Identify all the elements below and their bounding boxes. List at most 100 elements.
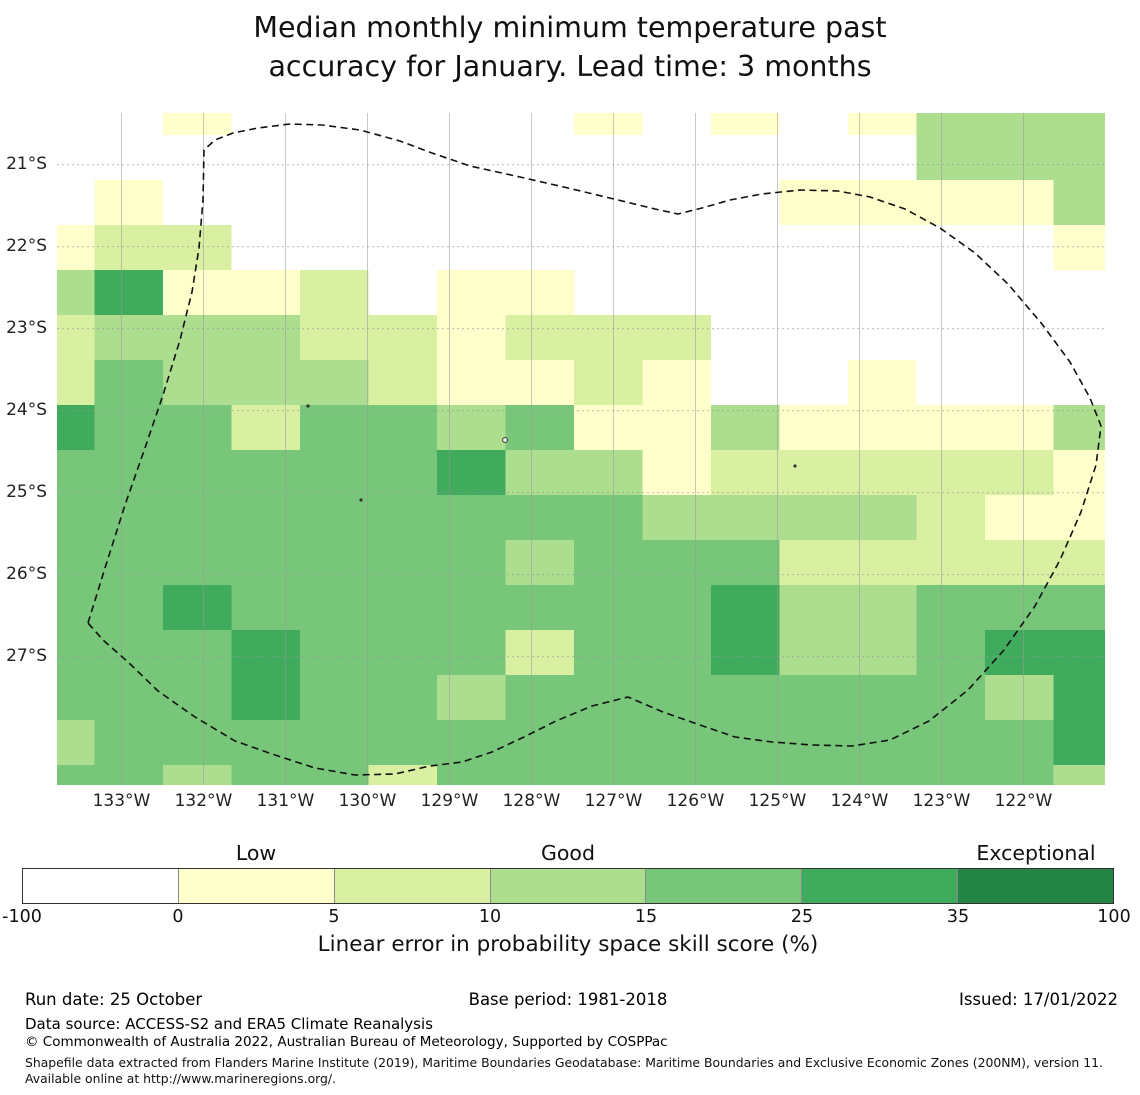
- heatmap-cell: [1053, 225, 1105, 270]
- heatmap-cell: [916, 113, 985, 135]
- heatmap-cell: [1053, 540, 1105, 585]
- colorbar-segment: [177, 869, 334, 903]
- heatmap-cell: [916, 405, 985, 450]
- heatmap-cell: [231, 360, 300, 405]
- heatmap-cell: [368, 495, 437, 540]
- heatmap-cell: [574, 450, 643, 495]
- heatmap-cell: [1053, 113, 1105, 135]
- heatmap-cell: [231, 765, 300, 785]
- heatmap-cell: [985, 495, 1054, 540]
- heatmap-cell: [163, 585, 232, 630]
- heatmap-cell: [1053, 630, 1105, 675]
- heatmap-cell: [642, 675, 711, 720]
- shapefile-attribution-text: Shapefile data extracted from Flanders M…: [25, 1055, 1103, 1086]
- heatmap-cell: [1053, 765, 1105, 785]
- colorbar-segment: [23, 869, 178, 903]
- heatmap-cell: [437, 450, 506, 495]
- heatmap-cell: [231, 585, 300, 630]
- copyright-text: © Commonwealth of Australia 2022, Austra…: [25, 1034, 668, 1050]
- heatmap-cell: [574, 405, 643, 450]
- heatmap-cell: [505, 495, 574, 540]
- heatmap-cell: [57, 360, 95, 405]
- x-axis-tick-label: 128°W: [502, 791, 561, 811]
- heatmap-cell: [779, 765, 848, 785]
- colorbar-zone-label: Good: [541, 841, 595, 865]
- heatmap-cell: [57, 630, 95, 675]
- heatmap-cell: [642, 495, 711, 540]
- heatmap-cell: [94, 675, 163, 720]
- x-axis-tick-label: 130°W: [338, 791, 397, 811]
- heatmap-cell: [94, 270, 163, 315]
- heatmap-cell: [711, 720, 780, 765]
- heatmap-cell: [1053, 135, 1105, 180]
- heatmap-cell: [711, 450, 780, 495]
- heatmap-cell: [711, 585, 780, 630]
- heatmap-cell: [368, 315, 437, 360]
- heatmap-cell: [505, 405, 574, 450]
- heatmap-cell: [779, 405, 848, 450]
- heatmap-cell: [231, 630, 300, 675]
- heatmap-cell: [1053, 180, 1105, 225]
- eez-boundary-outline: [87, 123, 1102, 776]
- heatmap-cell: [300, 675, 369, 720]
- x-axis-tick-label: 132°W: [174, 791, 233, 811]
- heatmap-cell: [57, 765, 95, 785]
- heatmap-cell: [300, 495, 369, 540]
- y-axis-tick-label: 25°S: [6, 481, 47, 502]
- heatmap-cell: [231, 405, 300, 450]
- heatmap-cell: [57, 720, 95, 765]
- chart-title-line1: Median monthly minimum temperature past: [253, 11, 887, 44]
- heatmap-cell: [574, 495, 643, 540]
- heatmap-cell: [985, 630, 1054, 675]
- island-marker: [306, 404, 310, 408]
- colorbar-segment: [957, 869, 1114, 903]
- heatmap-cell: [368, 630, 437, 675]
- x-axis-tick-label: 126°W: [666, 791, 725, 811]
- heatmap-cell: [642, 585, 711, 630]
- heatmap-cell: [300, 540, 369, 585]
- colorbar-segment: [333, 869, 490, 903]
- heatmap-cell: [231, 270, 300, 315]
- heatmap-cell: [437, 720, 506, 765]
- heatmap-cell: [300, 450, 369, 495]
- axis-labels-layer: 21°S 22°S 23°S 24°S 25°S 26°S 27°S 133°W 132°W 13…: [6, 153, 1053, 811]
- heatmap-cell: [368, 675, 437, 720]
- colorbar-tick-value: 5: [328, 907, 340, 927]
- heatmap-cell: [916, 675, 985, 720]
- heatmap-cell: [574, 315, 643, 360]
- heatmap-cell: [642, 405, 711, 450]
- island-marker: [502, 437, 508, 443]
- heatmap-cell: [711, 495, 780, 540]
- heatmap-cell: [642, 450, 711, 495]
- heatmap-cell: [642, 315, 711, 360]
- heatmap-cell: [163, 495, 232, 540]
- heatmap-cell: [94, 495, 163, 540]
- colorbar-zone-label: Exceptional: [976, 841, 1096, 865]
- run-date-text: Run date: 25 October: [25, 990, 203, 1009]
- y-axis-tick-label: 21°S: [6, 153, 47, 174]
- heatmap-cell: [163, 765, 232, 785]
- y-axis-tick-label: 26°S: [6, 563, 47, 584]
- heatmap-cell: [437, 315, 506, 360]
- heatmap-cell: [163, 270, 232, 315]
- heatmap-cell: [985, 720, 1054, 765]
- heatmap-cell: [642, 540, 711, 585]
- heatmap-cell: [916, 450, 985, 495]
- colorbar-caption: Linear error in probability space skill …: [317, 932, 819, 957]
- heatmap-cell: [779, 720, 848, 765]
- heatmap-cell: [779, 495, 848, 540]
- heatmap-cell: [94, 720, 163, 765]
- colorbar-tick-value: 25: [790, 907, 814, 927]
- heatmap-cell: [574, 540, 643, 585]
- colorbar-zone-label: Low: [235, 841, 277, 865]
- heatmap-cell: [163, 360, 232, 405]
- heatmap-cell: [368, 450, 437, 495]
- heatmap-cell: [574, 765, 643, 785]
- x-axis-tick-label: 122°W: [994, 791, 1053, 811]
- heatmap-cell: [94, 630, 163, 675]
- heatmap-cell: [163, 720, 232, 765]
- heatmap-cell: [163, 405, 232, 450]
- colorbar-segment: [801, 869, 958, 903]
- heatmap-cell: [642, 360, 711, 405]
- heatmap-cell: [711, 630, 780, 675]
